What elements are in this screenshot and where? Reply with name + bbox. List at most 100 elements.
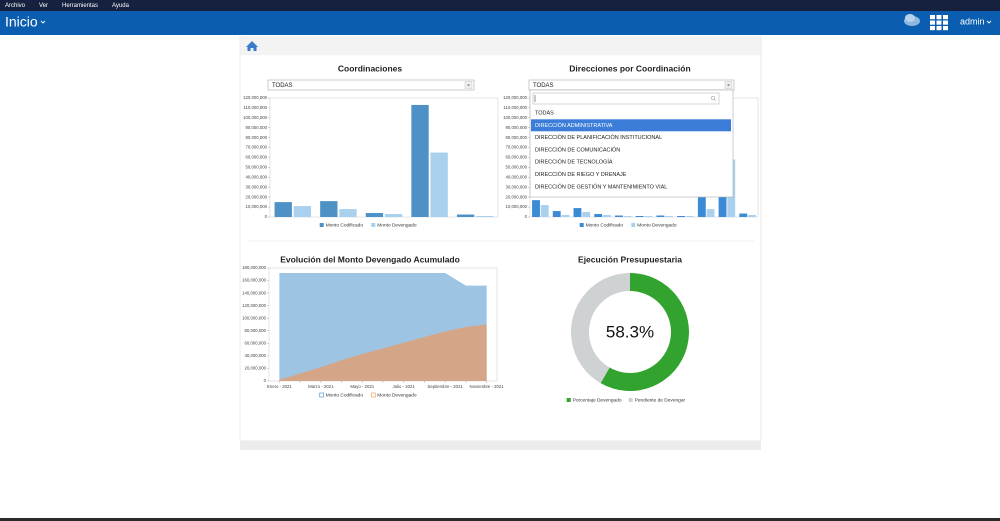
- y-tick-label: 100,000,000: [503, 115, 528, 120]
- bar: [594, 214, 603, 217]
- panel-footer: [240, 441, 761, 450]
- bar: [339, 209, 357, 217]
- legend-label: Monto Codificado: [326, 222, 364, 228]
- dropdown-option[interactable]: DIRECCIÓN DE COMUNICACIÓN: [535, 146, 620, 153]
- donut-slice: [570, 273, 630, 384]
- filter-arrow: [727, 84, 730, 87]
- menu-item[interactable]: Ver: [39, 3, 48, 9]
- y-tick-label: 120,000,000: [242, 303, 267, 308]
- x-tick-label: Mayo - 2021: [350, 384, 374, 389]
- bar: [411, 104, 429, 217]
- bar: [602, 215, 611, 217]
- apps-icon[interactable]: [930, 15, 948, 31]
- filter-select[interactable]: [528, 79, 735, 91]
- bar: [561, 215, 570, 217]
- legend-label: Porcentaje Devengado: [573, 397, 622, 403]
- apps-dot: [936, 26, 942, 31]
- option-highlight: [531, 119, 731, 132]
- dropdown-option[interactable]: DIRECCIÓN DE TECNOLOGÍA: [535, 159, 613, 166]
- y-tick-label: 120,000,000: [243, 95, 268, 100]
- dropdown-list: [529, 89, 734, 198]
- y-tick-label: 40,000,000: [245, 174, 267, 179]
- menu-item[interactable]: Ayuda: [112, 3, 130, 9]
- page-title[interactable]: Inicio: [5, 14, 38, 30]
- bar: [656, 215, 665, 217]
- bar: [573, 208, 582, 217]
- x-tick-label: Septiembre - 2021: [428, 384, 464, 389]
- bottom-edge: [0, 518, 1000, 521]
- y-tick-label: 0: [525, 214, 528, 219]
- dropdown-search[interactable]: [532, 92, 720, 105]
- y-tick-label: 110,000,000: [503, 105, 527, 110]
- y-tick-label: 40,000,000: [505, 174, 527, 179]
- apps-dot: [943, 26, 948, 31]
- y-tick-label: 30,000,000: [505, 184, 527, 189]
- y-tick-label: 90,000,000: [505, 125, 527, 130]
- y-tick-label: 180,000,000: [242, 265, 267, 270]
- menu-item[interactable]: Archivo: [5, 3, 26, 9]
- bar: [614, 215, 623, 217]
- y-tick-label: 0: [264, 378, 267, 383]
- dropdown-option[interactable]: TODAS: [535, 110, 554, 116]
- menu-bar: [0, 0, 1000, 11]
- y-tick-label: 0: [265, 214, 268, 219]
- y-tick-label: 50,000,000: [505, 165, 527, 170]
- y-tick-label: 90,000,000: [245, 125, 267, 130]
- bar: [685, 216, 694, 217]
- x-tick-label: Julio - 2021: [393, 384, 416, 389]
- y-tick-label: 140,000,000: [242, 290, 267, 295]
- dropdown-option[interactable]: DIRECCIÓN DE GESTIÓN Y MANTENIMIENTO VIA…: [535, 183, 667, 190]
- dropdown-option[interactable]: DIRECCIÓN ADMINISTRATIVA: [535, 122, 613, 129]
- y-tick-label: 20,000,000: [505, 194, 527, 199]
- x-tick-label: Marzo - 2021: [308, 384, 334, 389]
- y-tick-label: 160,000,000: [242, 278, 267, 283]
- chart-title: Evolución del Monto Devengado Acumulado: [280, 254, 460, 264]
- legend-swatch: [628, 398, 633, 402]
- header-bar: [0, 11, 1000, 35]
- apps-dot: [930, 15, 935, 20]
- filter-value[interactable]: TODAS: [272, 83, 293, 89]
- y-tick-label: 70,000,000: [505, 145, 527, 150]
- legend-swatch: [370, 392, 376, 398]
- chart-title: Direcciones por Coordinación: [569, 63, 690, 73]
- legend-swatch: [579, 223, 584, 227]
- apps-dot: [930, 20, 935, 25]
- bar: [582, 212, 591, 217]
- apps-dot: [943, 20, 948, 25]
- legend-swatch: [371, 223, 376, 227]
- y-tick-label: 120,000,000: [503, 95, 528, 100]
- y-tick-label: 60,000,000: [505, 155, 527, 160]
- y-tick-label: 10,000,000: [505, 204, 527, 209]
- y-tick-label: 30,000,000: [245, 184, 267, 189]
- legend-swatch: [319, 392, 325, 398]
- filter-select[interactable]: [267, 79, 475, 91]
- y-tick-label: 20,000,000: [244, 366, 266, 371]
- bar: [677, 216, 686, 217]
- y-tick-label: 80,000,000: [245, 135, 267, 140]
- legend-label: Pendiente de Devengar: [635, 397, 686, 403]
- x-tick-label: Noviembre - 2021: [470, 384, 505, 389]
- bar: [293, 206, 312, 217]
- y-tick-label: 50,000,000: [245, 165, 267, 170]
- menu-item[interactable]: Herramientas: [62, 3, 98, 9]
- bar: [665, 216, 674, 217]
- bar: [718, 195, 727, 217]
- search-icon: [714, 99, 717, 102]
- apps-dot: [936, 15, 942, 20]
- dropdown-option[interactable]: DIRECCIÓN DE PLANIFICACIÓN INSTITUCIONAL: [535, 134, 662, 141]
- y-tick-label: 60,000,000: [245, 155, 267, 160]
- home-icon[interactable]: [246, 41, 258, 51]
- breadcrumb-bar: [240, 37, 761, 56]
- chart-title: Coordinaciones: [338, 63, 403, 73]
- y-tick-label: 40,000,000: [244, 353, 266, 358]
- bar: [635, 216, 644, 217]
- bar: [365, 213, 384, 217]
- y-tick-label: 100,000,000: [243, 115, 268, 120]
- user-menu[interactable]: admin: [960, 16, 985, 26]
- bar: [476, 216, 494, 217]
- y-tick-label: 100,000,000: [242, 315, 267, 320]
- dropdown-option[interactable]: DIRECCIÓN DE RIEGO Y DRENAJE: [535, 171, 627, 178]
- filter-value[interactable]: TODAS: [533, 83, 554, 89]
